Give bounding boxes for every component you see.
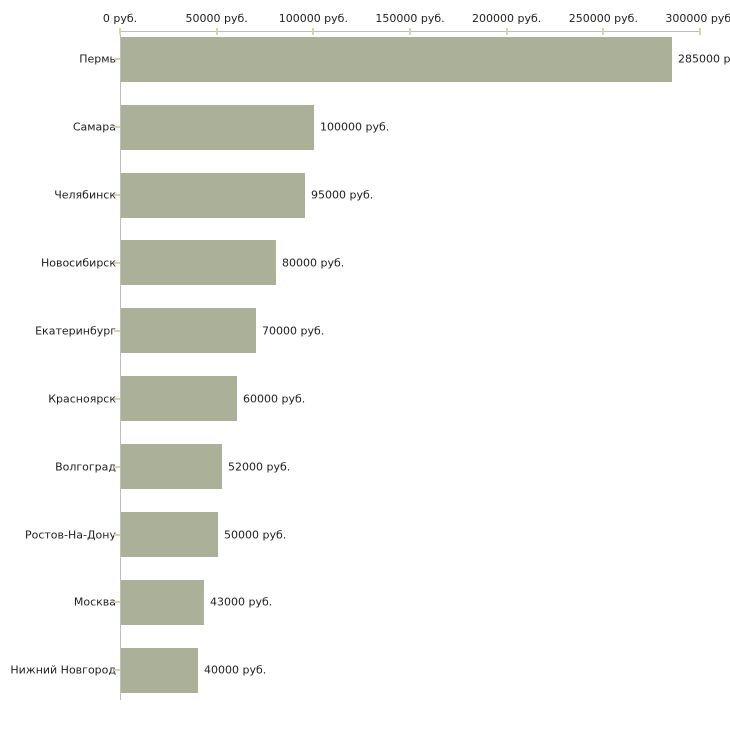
y-axis-tick bbox=[114, 601, 120, 604]
bar bbox=[121, 172, 305, 218]
category-label: Красноярск bbox=[48, 392, 116, 406]
x-axis-tick bbox=[312, 28, 315, 35]
bar bbox=[121, 36, 672, 82]
x-axis-tick-label: 50000 руб. bbox=[185, 12, 248, 25]
x-axis-tick bbox=[119, 28, 121, 35]
value-label: 100000 руб. bbox=[320, 120, 390, 134]
category-label: Ростов-На-Дону bbox=[24, 528, 116, 541]
bar bbox=[121, 240, 276, 286]
x-axis-tick bbox=[505, 28, 508, 35]
x-axis-tick-label: 150000 руб. bbox=[375, 12, 445, 25]
category-label: Волгоград bbox=[55, 460, 116, 474]
value-label: 285000 руб. bbox=[678, 52, 730, 66]
bar bbox=[121, 579, 204, 625]
y-axis-tick bbox=[114, 397, 120, 400]
value-label: 40000 руб. bbox=[204, 663, 267, 677]
bar bbox=[121, 512, 218, 557]
y-axis-tick bbox=[114, 465, 120, 468]
category-label: Самара bbox=[72, 120, 116, 134]
x-axis-tick-label: 100000 руб. bbox=[278, 12, 348, 25]
x-axis-tick bbox=[699, 28, 701, 35]
x-axis-tick bbox=[409, 28, 411, 35]
y-axis-tick bbox=[114, 126, 120, 129]
y-axis-line bbox=[120, 31, 121, 700]
y-axis-tick bbox=[114, 194, 120, 196]
y-axis-tick bbox=[114, 261, 120, 264]
category-label: Пермь bbox=[79, 52, 116, 66]
category-label: Нижний Новгород bbox=[10, 663, 116, 677]
value-label: 50000 руб. bbox=[224, 528, 287, 541]
value-label: 70000 руб. bbox=[262, 324, 325, 338]
bar bbox=[121, 444, 222, 490]
y-axis-tick bbox=[114, 533, 120, 536]
bar bbox=[121, 647, 198, 693]
x-axis-tick bbox=[215, 28, 218, 35]
y-axis-tick bbox=[114, 669, 120, 672]
category-label: Екатеринбург bbox=[35, 324, 116, 338]
x-axis-tick-label: 250000 руб. bbox=[568, 12, 638, 25]
x-axis-tick-label: 300000 руб. bbox=[665, 12, 730, 25]
bar bbox=[121, 308, 256, 354]
bar bbox=[121, 376, 237, 422]
category-label: Челябинск bbox=[54, 188, 116, 202]
bar bbox=[121, 104, 314, 150]
value-label: 60000 руб. bbox=[243, 392, 306, 406]
value-label: 95000 руб. bbox=[311, 188, 374, 202]
category-label: Новосибирск bbox=[40, 256, 116, 270]
value-label: 80000 руб. bbox=[282, 256, 345, 270]
x-axis-tick bbox=[602, 28, 605, 35]
value-label: 43000 руб. bbox=[210, 595, 273, 609]
x-axis-tick-label: 0 руб. bbox=[102, 12, 138, 25]
y-axis-tick bbox=[114, 329, 120, 332]
y-axis-tick bbox=[114, 58, 120, 61]
category-label: Москва bbox=[73, 595, 116, 609]
x-axis-tick-label: 200000 руб. bbox=[472, 12, 542, 25]
value-label: 52000 руб. bbox=[228, 460, 291, 474]
